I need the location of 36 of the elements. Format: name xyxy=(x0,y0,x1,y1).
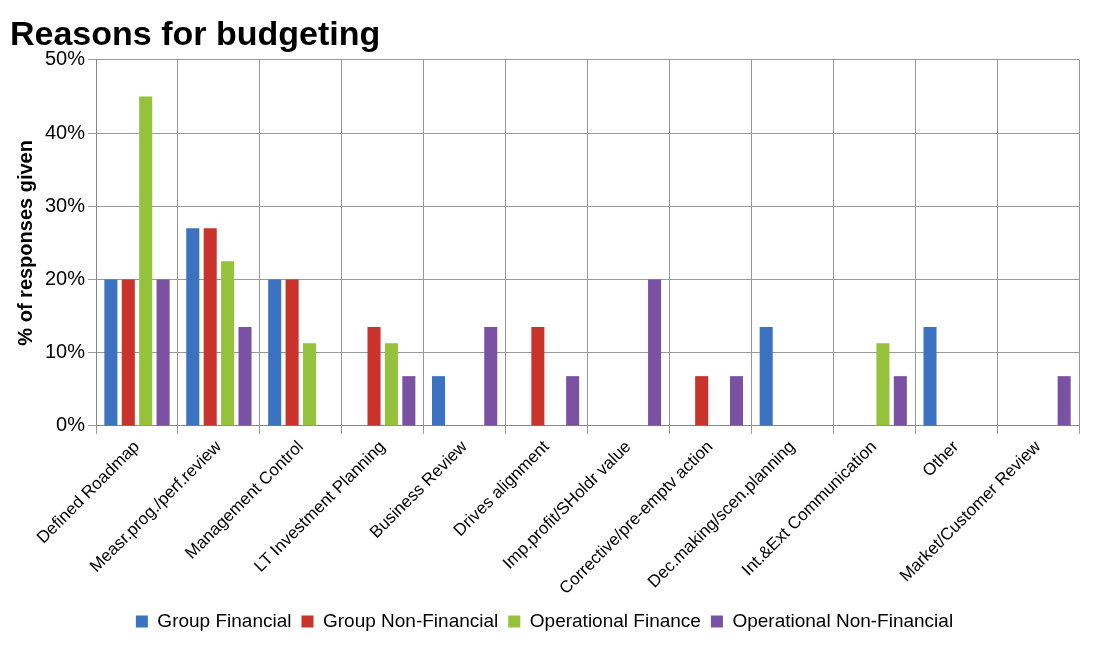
y-tick-label: 40% xyxy=(45,120,86,143)
bar xyxy=(876,343,890,426)
y-tick-label: 0% xyxy=(56,413,86,436)
y-tick-label: 30% xyxy=(45,193,86,216)
bar xyxy=(104,279,118,426)
bar xyxy=(221,261,235,426)
legend-label: Operational Finance xyxy=(529,609,701,631)
legend-label: Operational Non-Financial xyxy=(732,609,954,631)
bar xyxy=(432,376,446,426)
bar xyxy=(186,228,200,426)
legend-label: Group Non-Financial xyxy=(322,609,499,631)
bar xyxy=(302,343,317,426)
bar xyxy=(285,279,299,426)
bar xyxy=(648,279,662,426)
y-tick-label: 10% xyxy=(45,340,86,363)
bar xyxy=(695,376,709,426)
bar xyxy=(367,327,381,426)
bar xyxy=(759,327,773,426)
bar xyxy=(531,327,545,426)
bar xyxy=(268,279,282,426)
bar xyxy=(484,327,498,426)
bar xyxy=(729,376,744,426)
bar xyxy=(238,327,252,426)
legend-label: Group Financial xyxy=(157,609,292,631)
bar xyxy=(203,228,217,426)
bar xyxy=(923,327,937,426)
bar xyxy=(1057,376,1071,426)
bar xyxy=(402,376,416,426)
bar xyxy=(384,343,398,426)
y-axis-title: % of responses given xyxy=(13,140,36,346)
bar xyxy=(121,279,135,426)
bar xyxy=(139,96,153,426)
bar xyxy=(156,279,170,426)
bar xyxy=(566,376,580,426)
y-tick-label: 20% xyxy=(45,267,86,289)
bar xyxy=(893,376,907,426)
